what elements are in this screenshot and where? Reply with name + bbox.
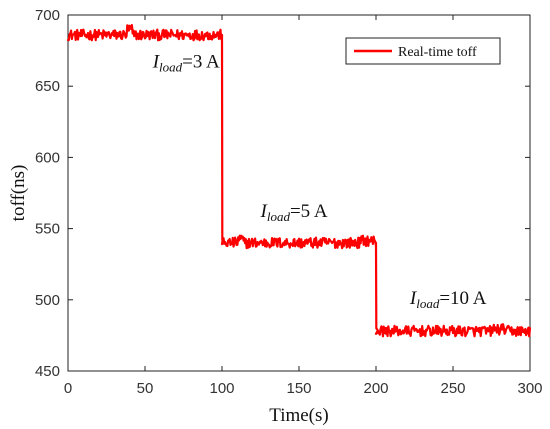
- annotation-main-letter: I: [409, 288, 418, 309]
- x-axis-title: Time(s): [269, 405, 328, 426]
- annotation-subscript: load: [267, 209, 291, 224]
- x-tick-label: 150: [286, 380, 311, 397]
- series-layer: [66, 23, 532, 338]
- ticks-layer: 0 50 100 150 200 250 300 450 500 550 600 650 700: [35, 7, 543, 397]
- load-annotation: Iload=3 A: [152, 52, 220, 75]
- annotation-main-letter: I: [260, 201, 269, 222]
- y-axis-title: toff(ns): [8, 165, 29, 222]
- y-tick-label: 550: [35, 221, 60, 238]
- legend-layer: Real-time toff: [345, 37, 501, 65]
- x-tick-label: 0: [64, 380, 72, 397]
- x-tick-label: 300: [517, 380, 542, 397]
- load-annotation: Iload=5 A: [260, 201, 328, 224]
- y-tick-label: 450: [35, 363, 60, 380]
- x-tick-label: 200: [363, 380, 388, 397]
- y-tick-label: 500: [35, 292, 60, 309]
- annotation-suffix: =5 A: [290, 201, 328, 222]
- real-time-toff-line: [66, 23, 532, 338]
- x-tick-label: 100: [209, 380, 234, 397]
- x-tick-label: 50: [137, 380, 154, 397]
- y-tick-label: 650: [35, 78, 60, 95]
- y-tick-label: 600: [35, 149, 60, 166]
- annotation-subscript: load: [159, 60, 183, 75]
- annotation-suffix: =3 A: [182, 52, 220, 73]
- axes-layer: Time(s) toff(ns): [8, 14, 531, 426]
- plot-frame: [67, 14, 531, 372]
- legend-label: Real-time toff: [398, 45, 477, 60]
- annotation-suffix: =10 A: [439, 288, 486, 309]
- annotation-subscript: load: [416, 296, 440, 311]
- y-tick-label: 700: [35, 7, 60, 24]
- load-annotation: Iload=10 A: [409, 288, 487, 311]
- x-tick-label: 250: [440, 380, 465, 397]
- annotation-main-letter: I: [152, 52, 161, 73]
